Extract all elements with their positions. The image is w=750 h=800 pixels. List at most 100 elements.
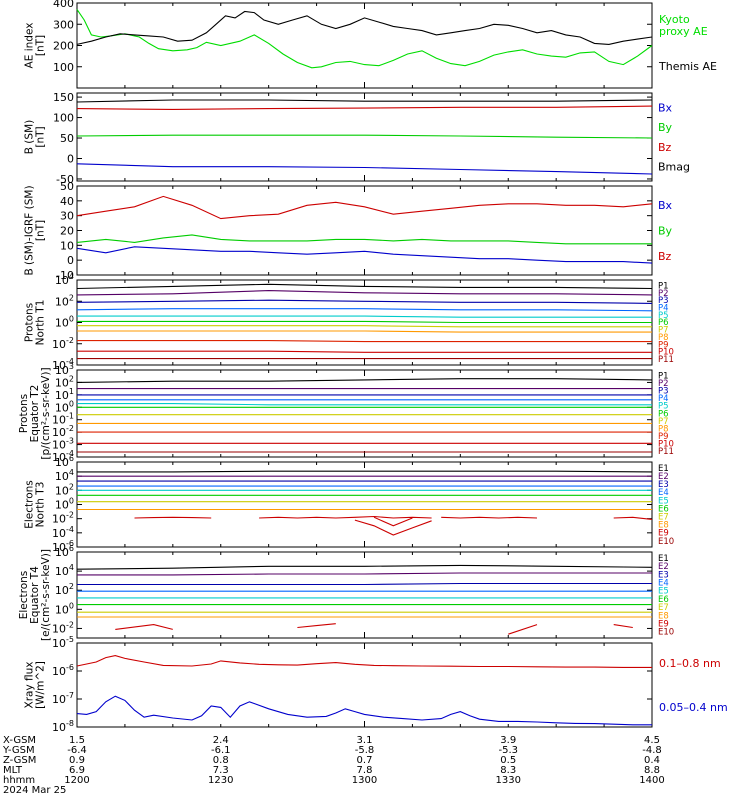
legend-label: P10 — [658, 439, 674, 449]
series-line-E2 — [77, 572, 652, 576]
y-tick-label: 10-6 — [52, 663, 74, 678]
y-tick-label: 102 — [55, 582, 74, 597]
x-axis-value: 1330 — [496, 775, 521, 786]
series-line-0.1–0.8 nm — [76, 655, 652, 668]
legend-label: E5 — [658, 587, 669, 597]
series-line-E9 — [134, 516, 212, 519]
y-tick-exponent: -5 — [66, 635, 74, 644]
y-axis-label: [W/m^2] — [35, 661, 47, 709]
x-axis-row-label: MLT — [3, 765, 23, 776]
legend-label: E7 — [658, 603, 669, 613]
y-tick-label: 200 — [53, 40, 74, 53]
y-tick-exponent: -2 — [66, 511, 74, 520]
legend-label: P8 — [658, 333, 669, 343]
y-axis-label: [nT] — [35, 220, 47, 241]
legend-label: P10 — [658, 348, 674, 358]
y-tick-label: 300 — [53, 18, 74, 31]
y-tick-exponent: -4 — [66, 449, 74, 458]
y-tick-exponent: -4 — [66, 525, 74, 534]
y-tick-label: 106 — [55, 454, 74, 469]
series-line-0.05–0.4 nm — [76, 695, 652, 726]
x-axis-value: -5.3 — [498, 745, 518, 756]
y-tick-label: 10 — [60, 239, 74, 252]
series-line-E9 — [508, 624, 538, 635]
x-axis-value: -6.1 — [211, 745, 231, 756]
y-axis-label: B (SM) — [24, 120, 36, 154]
y-tick-exponent: -4 — [66, 357, 74, 366]
y-tick-exponent: -1 — [66, 412, 74, 421]
legend-label: P1 — [658, 372, 669, 382]
legend-label: P2 — [658, 289, 669, 299]
y-tick-label: 0 — [67, 254, 74, 267]
x-axis-value: 0.5 — [500, 755, 516, 766]
legend-label: Bx — [658, 199, 673, 212]
legend-label: Bx — [658, 102, 673, 115]
legend-label: 0.1–0.8 nm — [659, 657, 721, 670]
legend-label: E6 — [658, 595, 669, 605]
legend-label: P3 — [658, 387, 669, 397]
y-tick-exponent: 1 — [69, 387, 74, 396]
x-axis-value: 0.9 — [69, 755, 85, 766]
series-line-P6 — [77, 320, 652, 324]
y-axis-label: [e/(cm²-s-sr-keV)] — [40, 549, 52, 641]
y-tick-label: 10-5 — [52, 635, 74, 650]
legend-label: E6 — [658, 504, 669, 514]
legend-label: E10 — [658, 537, 674, 547]
legend-label: By — [658, 121, 673, 134]
series-line-E3 — [77, 582, 652, 586]
legend-label: By — [658, 225, 673, 238]
series-line-P5 — [77, 315, 652, 318]
x-axis-row-label: X-GSM — [3, 735, 36, 746]
y-tick-label: 106 — [55, 544, 74, 559]
legend-label: E10 — [658, 628, 674, 638]
y-axis-label: [nT] — [35, 126, 47, 147]
y-tick-exponent: -6 — [66, 539, 74, 548]
legend-label: E8 — [658, 521, 669, 531]
legend-label: P7 — [658, 417, 669, 427]
legend-label: P6 — [658, 409, 669, 419]
x-axis-value: -5.8 — [355, 745, 375, 756]
x-axis-value: 0.8 — [213, 755, 229, 766]
legend-label: Kyoto — [659, 13, 690, 26]
series-line-By — [76, 234, 652, 245]
legend-label: P4 — [658, 394, 669, 404]
y-tick-label: 10-2 — [52, 511, 74, 526]
legend-label: P5 — [658, 402, 669, 412]
y-axis-label: Protons — [18, 394, 30, 433]
series-line-E9 — [373, 516, 413, 527]
x-axis-value: 1300 — [352, 775, 377, 786]
y-axis-label: Electrons — [24, 480, 36, 529]
panel-2: -50 0 50 100 150 B (SM) [nT] Bx By Bz Bmag — [24, 91, 691, 186]
y-tick-label: 150 — [53, 91, 74, 104]
x-axis-value: 0.4 — [644, 755, 660, 766]
y-tick-exponent: 0 — [69, 601, 74, 610]
y-axis-label: Equator T4 — [29, 566, 41, 624]
y-tick-label: 20 — [60, 225, 74, 238]
x-axis-value: 8.3 — [500, 765, 516, 776]
series-line-P2 — [76, 290, 653, 296]
x-axis-value: 6.9 — [69, 765, 85, 776]
x-axis-value: 0.7 — [357, 755, 373, 766]
legend-label: E2 — [658, 472, 669, 482]
x-axis-value: 1230 — [208, 775, 233, 786]
series-line-P1 — [76, 283, 653, 290]
y-tick-label: 104 — [55, 563, 74, 578]
series-line-By — [76, 134, 653, 139]
legend-label: P4 — [658, 304, 669, 314]
y-tick-label: 40 — [60, 195, 74, 208]
legend-label: P11 — [658, 447, 674, 457]
series-line-Bx — [76, 246, 653, 264]
y-axis-label: AE index — [24, 23, 36, 69]
x-axis-value: -6.4 — [67, 745, 87, 756]
y-tick-exponent: 2 — [69, 482, 74, 491]
x-axis-row-label: Z-GSM — [3, 755, 36, 766]
y-tick-exponent: 2 — [69, 582, 74, 591]
y-tick-label: 102 — [55, 293, 74, 308]
y-tick-label: 104 — [55, 272, 74, 287]
x-axis-value: 2.4 — [213, 735, 229, 746]
legend-label: P6 — [658, 318, 669, 328]
